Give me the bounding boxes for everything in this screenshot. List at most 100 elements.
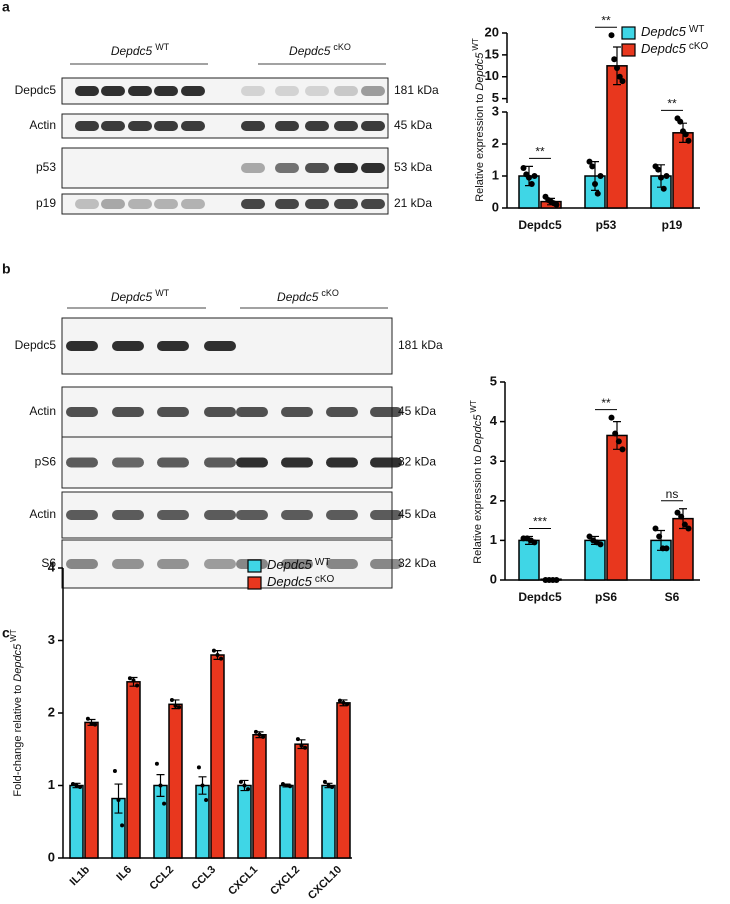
data-point [586, 533, 593, 540]
gene-name: Depdc5 [267, 557, 313, 572]
blot-band [326, 407, 358, 417]
data-point [246, 787, 251, 792]
data-point [658, 174, 664, 181]
data-point [685, 525, 692, 532]
y-label-genotype: WT [469, 400, 478, 413]
bar [321, 784, 336, 859]
x-tick-label: IL6 [114, 864, 134, 884]
blot-band [154, 121, 178, 131]
y-tick-label: 2 [492, 135, 499, 150]
data-point [322, 779, 327, 784]
blot-band [101, 86, 125, 96]
data-point [682, 131, 689, 138]
data-point [162, 801, 167, 806]
genotype: cKO [321, 288, 339, 298]
blot-band [101, 199, 125, 209]
data-point [589, 163, 596, 170]
y-axis-label: Relative expression to Depdc5WT [469, 400, 484, 564]
blot-band [281, 457, 313, 468]
blot-band [157, 341, 189, 351]
blot-band [181, 199, 205, 209]
blot-band [326, 510, 358, 520]
group-label: Depdc5 cKO [277, 288, 339, 304]
data-point [204, 798, 209, 802]
data-point [196, 765, 201, 770]
data-point [211, 648, 216, 653]
y-tick-label: 2 [490, 492, 497, 507]
blot-band [157, 510, 189, 520]
gene-name: Depdc5 [267, 574, 313, 589]
y-label-genotype: WT [9, 629, 18, 642]
gene-name: Depdc5 [277, 290, 319, 304]
blot-size-label: 32 kDa [398, 556, 436, 570]
blot-band [305, 199, 329, 209]
blot-band [112, 559, 144, 569]
x-tick-label: pS6 [595, 590, 617, 604]
blot-band [334, 199, 358, 209]
bar [672, 132, 694, 209]
blot-band [334, 86, 358, 96]
x-tick-label: CXCL1 [226, 864, 260, 898]
blot-band [204, 341, 236, 351]
x-tick-label: p19 [662, 218, 683, 232]
data-point [112, 769, 117, 773]
data-point [200, 783, 205, 788]
data-point [326, 783, 331, 788]
data-point [78, 784, 83, 789]
x-tick-label: CCL2 [147, 864, 176, 893]
bar [294, 743, 309, 859]
data-point [520, 165, 527, 171]
data-point [284, 783, 289, 788]
x-tick-label: CXCL2 [268, 864, 302, 898]
significance-label: *** [533, 515, 547, 529]
blot-band [326, 559, 358, 569]
blot-band [66, 407, 98, 417]
x-tick-label: CCL3 [189, 864, 218, 893]
blot-size-label: 21 kDa [394, 196, 432, 210]
blot-row-label: Depdc5 [15, 338, 57, 352]
blot-band [101, 121, 125, 131]
blot-row-label: Actin [29, 507, 56, 521]
blot-band [66, 559, 98, 569]
blot-band [112, 510, 144, 520]
gene-name: Depdc5 [111, 290, 153, 304]
genotype: WT [689, 24, 705, 35]
data-point [341, 700, 346, 705]
gene-name: Depdc5 [641, 41, 687, 56]
data-point [674, 509, 681, 516]
data-point [655, 166, 662, 173]
data-point [594, 190, 601, 197]
blot-band [236, 407, 268, 417]
data-point [299, 743, 304, 748]
blot-band [275, 163, 299, 173]
y-tick-label: 3 [48, 632, 55, 647]
blot-size-label: 181 kDa [398, 338, 443, 352]
gene-name: Depdc5 [641, 24, 687, 39]
y-tick-label: 0 [492, 199, 499, 214]
data-point [614, 65, 620, 71]
data-point [85, 716, 90, 721]
legend-label: Depdc5 WT [641, 24, 704, 40]
y-tick-label: 20 [485, 24, 499, 39]
blot-row-label: Actin [29, 404, 56, 418]
blot-band [66, 510, 98, 520]
blot-size-label: 53 kDa [394, 160, 432, 174]
blot-size-label: 181 kDa [394, 83, 439, 97]
data-point [337, 698, 342, 703]
data-point [238, 779, 243, 784]
data-point [345, 702, 350, 707]
data-point [257, 732, 262, 737]
blot-band [128, 199, 152, 209]
y-tick-label: 3 [492, 103, 499, 118]
blot-band [66, 341, 98, 351]
y-label-gene: Depdc5 [474, 52, 486, 91]
data-point [531, 539, 538, 546]
data-point [295, 737, 300, 742]
blot-band [370, 510, 402, 520]
data-point [135, 683, 140, 688]
significance-label: ** [535, 145, 545, 159]
data-point [586, 158, 593, 165]
y-label-genotype: WT [471, 38, 480, 51]
blot-band [204, 407, 236, 417]
